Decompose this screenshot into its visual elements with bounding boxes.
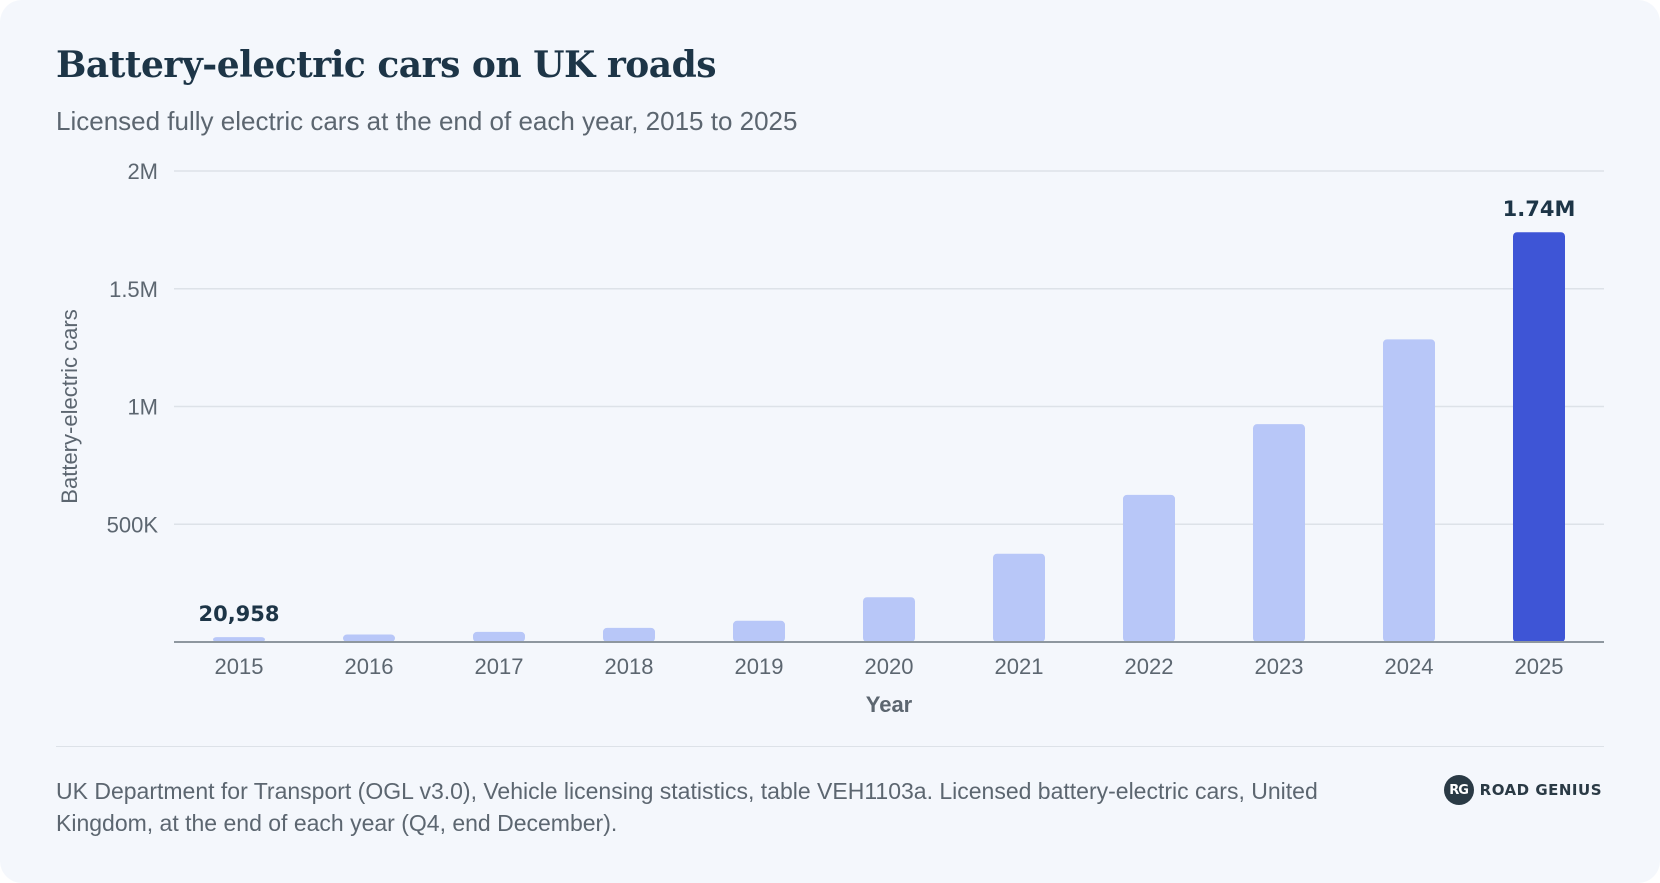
x-tick-label: 2015 (215, 654, 264, 679)
bars (213, 232, 1565, 643)
bar-2023 (1253, 424, 1305, 642)
data-label-2025: 1.74M (1503, 197, 1576, 221)
data-labels: 20,958 1.74M (198, 197, 1575, 626)
chart-subtitle: Licensed fully electric cars at the end … (56, 106, 798, 136)
x-tick-label: 2022 (1125, 654, 1174, 679)
bar-2017 (473, 631, 525, 642)
bar-2021 (993, 553, 1045, 642)
x-tick-label: 2019 (735, 654, 784, 679)
x-axis-ticks: 2015 2016 2017 2018 2019 2020 2021 2022 2023 2024… (215, 654, 1564, 679)
brand-logo: RG ROAD GENIUS (1443, 775, 1602, 805)
y-tick-label: 1.5M (109, 277, 158, 302)
x-tick-label: 2023 (1255, 654, 1304, 679)
x-tick-label: 2021 (995, 654, 1044, 679)
chart-title: Battery-electric cars on UK roads (56, 44, 717, 86)
x-tick-label: 2018 (605, 654, 654, 679)
x-tick-label: 2024 (1385, 654, 1434, 679)
bar-2016 (343, 634, 395, 642)
bar-2018 (603, 627, 655, 642)
brand-name: ROAD GENIUS (1479, 781, 1602, 799)
gridlines (174, 170, 1604, 525)
bar-2020 (863, 597, 915, 642)
y-axis-title: Battery-electric cars (57, 309, 82, 503)
x-tick-label: 2016 (345, 654, 394, 679)
y-tick-label: 2M (127, 159, 158, 184)
x-tick-label: 2020 (865, 654, 914, 679)
brand-badge-icon: RG (1443, 775, 1474, 805)
x-tick-label: 2017 (475, 654, 524, 679)
y-axis-ticks: 500K 1M 1.5M 2M (107, 159, 159, 537)
bar-2015 (213, 637, 265, 642)
y-tick-label: 1M (127, 395, 158, 420)
source-note: UK Department for Transport (OGL v3.0), … (56, 778, 1318, 836)
bar-2019 (733, 620, 785, 642)
footer-divider (56, 746, 1604, 747)
x-axis-title: Year (866, 692, 913, 717)
bar-2022 (1123, 494, 1175, 642)
x-tick-label: 2025 (1515, 654, 1564, 679)
y-tick-label: 500K (107, 512, 159, 537)
bar-2025 (1513, 232, 1565, 643)
data-label-2015: 20,958 (198, 602, 279, 626)
bar-2024 (1383, 339, 1435, 642)
